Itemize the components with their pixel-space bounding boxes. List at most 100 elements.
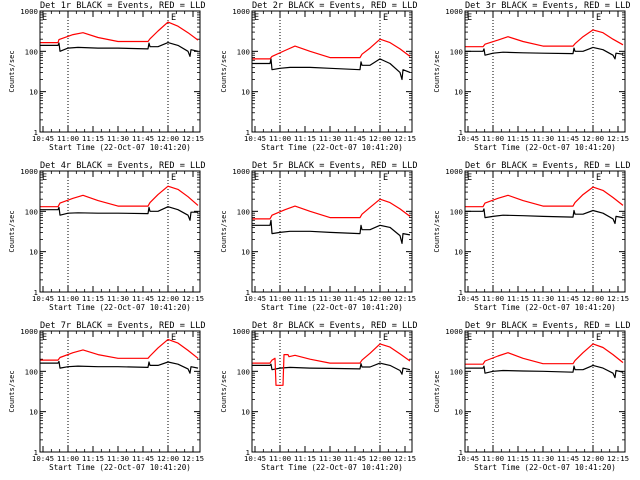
events-series-line bbox=[40, 206, 198, 221]
plot-frame bbox=[464, 330, 626, 453]
panel-title: Det 6r BLACK = Events, RED = LLD bbox=[465, 161, 631, 171]
x-tick-label: 11:30 bbox=[107, 134, 129, 143]
y-tick-label: 1000 bbox=[445, 167, 463, 176]
y-tick-label: 1000 bbox=[232, 167, 250, 176]
y-tick-label: 10 bbox=[29, 248, 38, 257]
x-axis-label: Start Time (22-Oct-07 10:41:20) bbox=[474, 143, 616, 152]
x-axis-label: Start Time (22-Oct-07 10:41:20) bbox=[261, 303, 403, 312]
corner-marker-label: E bbox=[467, 333, 472, 343]
time-marker-label: E bbox=[171, 333, 176, 343]
y-tick-label: 10 bbox=[241, 408, 250, 417]
x-tick-label: 12:00 bbox=[369, 134, 391, 143]
detector-panel-4: Det 4r BLACK = Events, RED = LLD Counts/s… bbox=[8, 161, 206, 312]
lld-series-line bbox=[40, 185, 199, 208]
x-tick-label: 11:15 bbox=[294, 134, 316, 143]
y-tick-label: 1000 bbox=[20, 327, 38, 336]
x-tick-label: 12:15 bbox=[394, 454, 416, 463]
x-tick-label: 11:15 bbox=[294, 454, 316, 463]
y-tick-label: 100 bbox=[237, 367, 250, 376]
y-tick-label: 1 bbox=[34, 448, 38, 457]
x-tick-label: 12:15 bbox=[394, 134, 416, 143]
time-marker-label: E bbox=[596, 333, 601, 343]
y-tick-label: 100 bbox=[450, 367, 463, 376]
y-tick-label: 10 bbox=[241, 88, 250, 97]
y-tick-label: 100 bbox=[237, 47, 250, 56]
plot-frame bbox=[251, 330, 413, 453]
y-tick-label: 100 bbox=[450, 207, 463, 216]
x-tick-label: 12:15 bbox=[394, 294, 416, 303]
x-tick-label: 12:00 bbox=[157, 454, 179, 463]
lld-series-line bbox=[465, 343, 624, 365]
y-tick-label: 1 bbox=[246, 128, 250, 137]
x-tick-label: 10:45 bbox=[457, 134, 479, 143]
y-axis-label: Counts/sec bbox=[220, 50, 228, 92]
time-marker-label: E bbox=[596, 173, 601, 183]
y-axis-label: Counts/sec bbox=[433, 50, 441, 92]
plot-frame bbox=[251, 10, 413, 133]
x-tick-label: 10:45 bbox=[457, 454, 479, 463]
x-tick-label: 12:15 bbox=[182, 454, 204, 463]
plot-frame bbox=[464, 10, 626, 133]
y-axis-label: Counts/sec bbox=[433, 370, 441, 412]
corner-marker-label: E bbox=[254, 333, 259, 343]
x-tick-label: 11:00 bbox=[269, 294, 291, 303]
lld-series-line bbox=[40, 21, 199, 44]
time-marker-label: E bbox=[383, 173, 388, 183]
x-tick-label: 11:15 bbox=[82, 134, 104, 143]
y-axis-label: Counts/sec bbox=[220, 210, 228, 252]
time-marker-label: E bbox=[383, 13, 388, 23]
x-tick-label: 11:30 bbox=[319, 294, 341, 303]
x-axis-label: Start Time (22-Oct-07 10:41:20) bbox=[261, 463, 403, 472]
x-tick-label: 11:45 bbox=[344, 454, 366, 463]
x-tick-label: 11:45 bbox=[557, 294, 579, 303]
x-tick-label: 11:45 bbox=[132, 134, 154, 143]
y-tick-label: 1000 bbox=[20, 7, 38, 16]
plot-frame bbox=[39, 330, 201, 453]
y-tick-label: 1 bbox=[459, 128, 463, 137]
y-tick-label: 1 bbox=[459, 288, 463, 297]
y-tick-label: 10 bbox=[454, 88, 463, 97]
y-tick-label: 100 bbox=[25, 47, 38, 56]
corner-marker-label: E bbox=[42, 333, 47, 343]
y-axis-label: Counts/sec bbox=[8, 210, 16, 252]
y-tick-label: 1000 bbox=[445, 327, 463, 336]
time-marker-label: E bbox=[171, 13, 176, 23]
y-tick-label: 1 bbox=[34, 288, 38, 297]
x-tick-label: 10:45 bbox=[244, 134, 266, 143]
x-axis-label: Start Time (22-Oct-07 10:41:20) bbox=[49, 303, 191, 312]
y-tick-label: 1000 bbox=[232, 7, 250, 16]
panel-title: Det 1r BLACK = Events, RED = LLD bbox=[40, 1, 206, 11]
y-tick-label: 100 bbox=[450, 47, 463, 56]
panel-title: Det 7r BLACK = Events, RED = LLD bbox=[40, 321, 206, 331]
x-tick-label: 12:00 bbox=[369, 294, 391, 303]
x-tick-label: 10:45 bbox=[457, 294, 479, 303]
x-tick-label: 12:15 bbox=[182, 294, 204, 303]
x-tick-label: 11:15 bbox=[82, 294, 104, 303]
events-series-line bbox=[465, 46, 624, 60]
y-axis-label: Counts/sec bbox=[220, 370, 228, 412]
plot-frame bbox=[251, 170, 413, 293]
x-tick-label: 11:00 bbox=[57, 454, 79, 463]
panel-title: Det 9r BLACK = Events, RED = LLD bbox=[465, 321, 631, 331]
x-tick-label: 11:15 bbox=[507, 294, 529, 303]
y-tick-label: 1000 bbox=[232, 327, 250, 336]
panel-title: Det 4r BLACK = Events, RED = LLD bbox=[40, 161, 206, 171]
x-tick-label: 11:15 bbox=[507, 454, 529, 463]
x-tick-label: 11:00 bbox=[482, 134, 504, 143]
x-tick-label: 12:00 bbox=[157, 294, 179, 303]
detector-panel-7: Det 7r BLACK = Events, RED = LLD Counts/s… bbox=[8, 321, 206, 472]
x-tick-label: 10:45 bbox=[32, 454, 54, 463]
x-axis-label: Start Time (22-Oct-07 10:41:20) bbox=[474, 303, 616, 312]
corner-marker-label: E bbox=[254, 13, 259, 23]
detector-panel-2: Det 2r BLACK = Events, RED = LLD Counts/s… bbox=[220, 1, 418, 152]
x-axis-label: Start Time (22-Oct-07 10:41:20) bbox=[474, 463, 616, 472]
x-tick-label: 12:00 bbox=[157, 134, 179, 143]
corner-marker-label: E bbox=[42, 173, 47, 183]
events-series-line bbox=[40, 360, 199, 374]
events-series-line bbox=[465, 208, 624, 225]
x-tick-label: 11:45 bbox=[344, 294, 366, 303]
time-marker-label: E bbox=[596, 13, 601, 23]
lld-series-line bbox=[252, 343, 411, 386]
x-tick-label: 11:30 bbox=[107, 294, 129, 303]
